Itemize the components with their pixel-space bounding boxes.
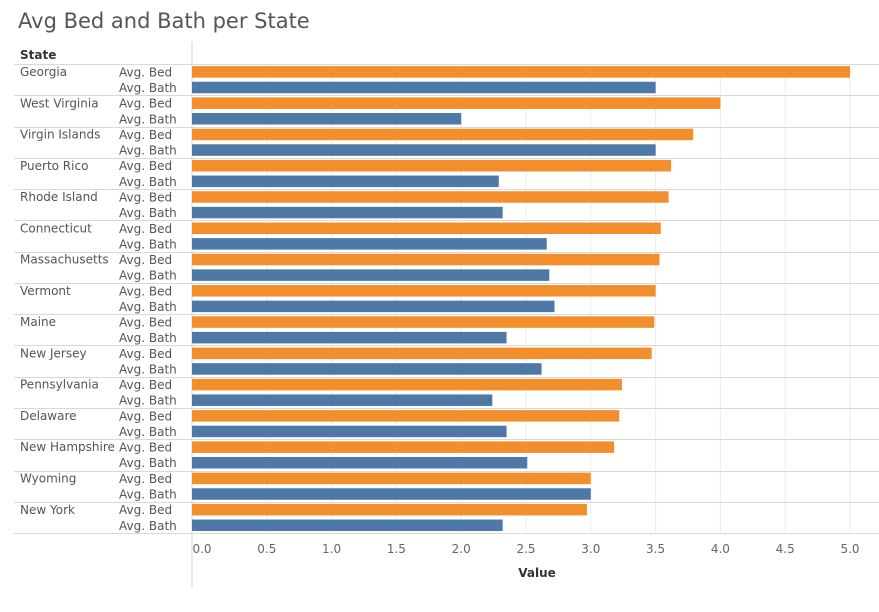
state-label: New Jersey	[20, 346, 87, 360]
bar-avg-bath[interactable]	[192, 175, 499, 188]
bar-avg-bed[interactable]	[192, 159, 672, 172]
x-tick-label: 0.5	[257, 542, 276, 556]
grid-lines	[191, 42, 851, 588]
measure-label: Avg. Bath	[119, 112, 177, 126]
chart-title: Avg Bed and Bath per State	[18, 9, 310, 33]
x-tick-label: 4.0	[711, 542, 730, 556]
measure-label: Avg. Bed	[119, 347, 172, 361]
measure-label: Avg. Bath	[119, 269, 177, 283]
measure-label: Avg. Bath	[119, 81, 177, 95]
measure-label: Avg. Bath	[119, 206, 177, 220]
state-label: Vermont	[20, 284, 71, 298]
bar-avg-bed[interactable]	[192, 285, 656, 297]
measure-label: Avg. Bed	[119, 97, 172, 111]
bar-avg-bath[interactable]	[192, 206, 503, 219]
state-label: West Virginia	[20, 96, 99, 110]
bar-avg-bed[interactable]	[192, 347, 652, 360]
bar-avg-bed[interactable]	[192, 410, 620, 422]
x-tick-label: 2.5	[516, 542, 535, 556]
x-tick-label: 4.5	[776, 542, 795, 556]
bar-avg-bath[interactable]	[192, 363, 542, 375]
x-tick-label: 0.0	[192, 542, 211, 556]
state-label: Virgin Islands	[20, 128, 100, 142]
measure-label: Avg. Bed	[119, 409, 172, 423]
bar-avg-bed[interactable]	[192, 472, 591, 485]
measure-label: Avg. Bath	[119, 237, 177, 251]
row-header: State	[20, 48, 56, 62]
measure-label: Avg. Bath	[119, 175, 177, 189]
bar-avg-bed[interactable]	[192, 128, 694, 141]
measure-label: Avg. Bed	[119, 253, 172, 267]
measure-label: Avg. Bath	[119, 394, 177, 408]
bar-avg-bed[interactable]	[192, 66, 850, 78]
measure-label: Avg. Bed	[119, 190, 172, 204]
measure-label: Avg. Bed	[119, 222, 172, 236]
bar-avg-bath[interactable]	[192, 519, 503, 532]
x-tick-label: 2.0	[452, 542, 471, 556]
bar-avg-bath[interactable]	[192, 425, 507, 438]
x-axis-ticks: 0.0 0.5 1.0 1.5 2.0 2.5 3.0 3.5 4.0 4.5 5.0	[192, 542, 859, 556]
state-label: Delaware	[20, 409, 77, 423]
measure-label: Avg. Bath	[119, 331, 177, 345]
x-tick-label: 1.5	[387, 542, 406, 556]
measure-label: Avg. Bed	[119, 503, 172, 517]
bar-avg-bath[interactable]	[192, 81, 656, 94]
x-tick-label: 3.0	[581, 542, 600, 556]
bars	[192, 66, 850, 532]
bar-avg-bed[interactable]	[192, 222, 661, 235]
measure-label: Avg. Bath	[119, 456, 177, 470]
measure-label: Avg. Bath	[119, 425, 177, 439]
state-label: Connecticut	[20, 221, 92, 235]
bar-avg-bath[interactable]	[192, 331, 507, 344]
bar-avg-bath[interactable]	[192, 144, 656, 156]
measure-label: Avg. Bed	[119, 65, 172, 79]
x-tick-label: 1.0	[322, 542, 341, 556]
x-axis-label: Value	[518, 566, 556, 580]
bar-avg-bath[interactable]	[192, 113, 462, 125]
state-label: Wyoming	[20, 472, 76, 486]
bar-avg-bed[interactable]	[192, 253, 660, 266]
bar-avg-bath[interactable]	[192, 488, 591, 500]
bar-avg-bath[interactable]	[192, 394, 493, 406]
bar-avg-bath[interactable]	[192, 269, 550, 281]
bar-avg-bath[interactable]	[192, 238, 547, 250]
measure-label: Avg. Bath	[119, 300, 177, 314]
measure-label: Avg. Bath	[119, 488, 177, 502]
state-label: New Hampshire	[20, 440, 115, 454]
measure-label: Avg. Bed	[119, 128, 172, 142]
measure-label: Avg. Bed	[119, 472, 172, 486]
state-label: Maine	[20, 315, 56, 329]
state-label: Puerto Rico	[20, 159, 88, 173]
measure-label: Avg. Bed	[119, 441, 172, 455]
bar-avg-bath[interactable]	[192, 300, 555, 313]
measure-label: Avg. Bath	[119, 144, 177, 158]
state-label: New York	[20, 503, 75, 517]
measure-label: Avg. Bath	[119, 519, 177, 533]
state-label: Rhode Island	[20, 190, 98, 204]
bar-avg-bed[interactable]	[192, 316, 655, 328]
state-label: Georgia	[20, 65, 67, 79]
bar-avg-bed[interactable]	[192, 503, 587, 516]
bar-avg-bed[interactable]	[192, 191, 669, 203]
x-tick-label: 5.0	[840, 542, 859, 556]
state-label: Pennsylvania	[20, 378, 99, 392]
bar-avg-bed[interactable]	[192, 441, 615, 453]
bar-avg-bed[interactable]	[192, 378, 622, 391]
state-label: Massachusetts	[20, 253, 109, 267]
x-tick-label: 3.5	[646, 542, 665, 556]
measure-label: Avg. Bed	[119, 284, 172, 298]
measure-label: Avg. Bed	[119, 159, 172, 173]
row-separators	[14, 64, 879, 534]
measure-label: Avg. Bed	[119, 378, 172, 392]
measure-label: Avg. Bed	[119, 316, 172, 330]
measure-label: Avg. Bath	[119, 362, 177, 376]
bar-avg-bath[interactable]	[192, 456, 528, 469]
bar-avg-bed[interactable]	[192, 97, 721, 109]
